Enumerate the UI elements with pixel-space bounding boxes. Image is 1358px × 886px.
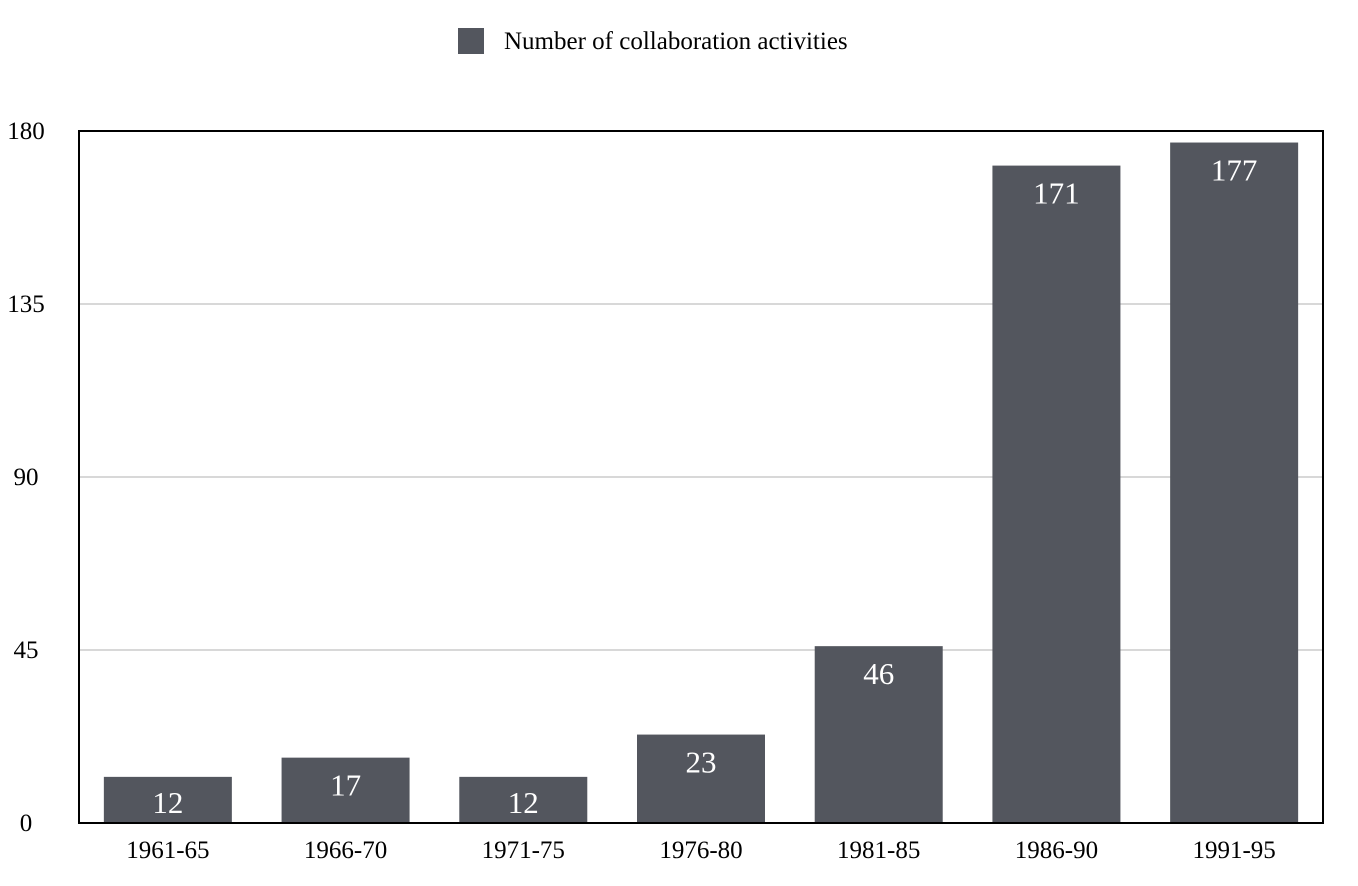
bar [637,734,765,823]
plot-frame [78,130,1324,824]
data-label: 12 [152,785,183,820]
x-tick-label: 1966-70 [304,837,387,864]
data-label: 17 [330,768,361,803]
y-tick-label: 0 [20,810,33,837]
data-label: 23 [686,745,717,780]
bars [103,142,1299,824]
bar [459,776,588,823]
x-tick-label: 1976-80 [659,837,742,864]
data-label: 46 [863,656,894,691]
x-tick-label: 1961-65 [126,837,209,864]
x-tick-label: 1981-85 [837,837,920,864]
legend-swatch [458,28,484,54]
gridlines [79,303,1323,651]
x-tick-label: 1971-75 [482,837,565,864]
bar [992,165,1121,824]
bar [103,776,232,823]
bar [1170,142,1299,824]
data-label: 177 [1211,153,1258,188]
data-labels: 12 17 12 23 46 171 177 [152,153,1257,820]
legend-label: Number of collaboration activities [504,28,848,55]
y-tick-label: 45 [14,637,39,664]
y-axis-ticks: 0 45 90 135 180 [7,118,45,837]
legend: Number of collaboration activities [458,28,848,55]
x-tick-label: 1991-95 [1192,837,1275,864]
bar [281,757,410,823]
x-axis-ticks: 1961-65 1966-70 1971-75 1976-80 1981-85 1986-… [126,837,1276,864]
x-tick-label: 1986-90 [1015,837,1098,864]
y-tick-label: 180 [7,118,45,145]
y-tick-label: 135 [7,291,45,318]
bar [814,646,943,823]
data-label: 12 [508,785,539,820]
data-label: 171 [1033,176,1080,211]
y-tick-label: 90 [14,464,39,491]
